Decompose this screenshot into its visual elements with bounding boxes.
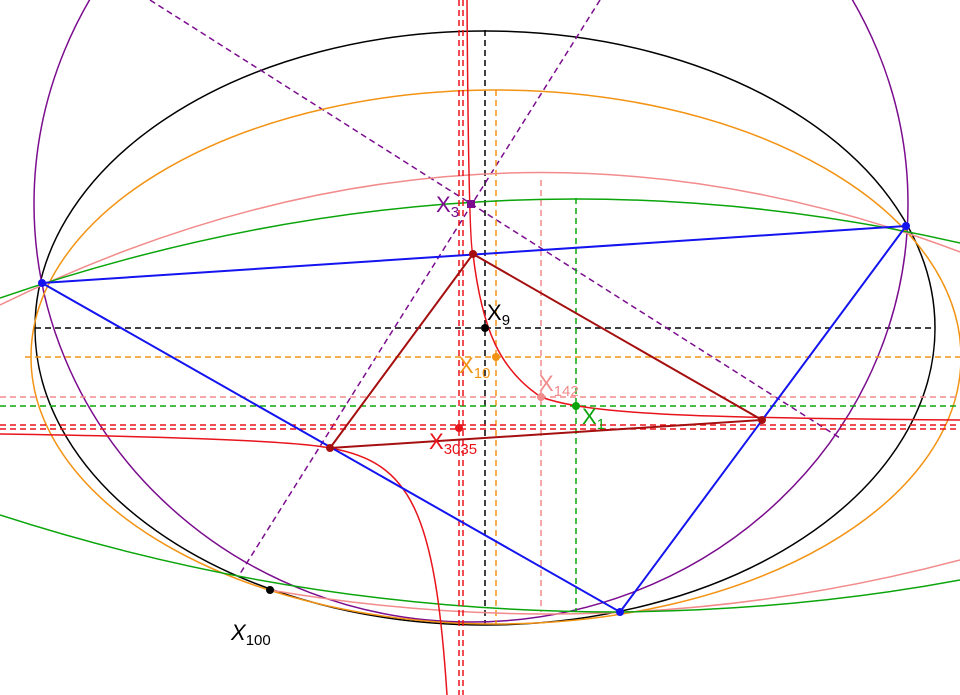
red-hyperbola-upper <box>466 0 960 421</box>
green-conic-lower <box>0 514 960 613</box>
darkred-vertex-right <box>758 416 766 424</box>
x100-point <box>266 586 274 594</box>
darkred-triangle <box>327 252 766 450</box>
pink-conic-lower <box>269 559 960 615</box>
x100-label: X100 <box>230 620 271 649</box>
points <box>38 200 910 616</box>
blue-vertex-bottom <box>616 608 624 616</box>
x1-point <box>572 402 580 410</box>
blue-vertex-right <box>902 222 910 230</box>
x9-label: X9 <box>487 300 510 329</box>
purple-circle <box>33 0 909 623</box>
x3035-label: X3035 <box>429 429 477 458</box>
blue-vertex-left <box>38 279 46 287</box>
x3-point <box>467 200 475 208</box>
x3035-point <box>455 424 463 432</box>
pink-conic <box>0 171 960 306</box>
x3-label: X3 <box>436 192 459 221</box>
x10-point <box>492 353 500 361</box>
x142-label: X142 <box>539 371 579 400</box>
x10-label: X10 <box>459 353 490 382</box>
darkred-vertex-left <box>326 444 334 452</box>
x9-point <box>481 324 489 332</box>
purple-axis-2 <box>237 0 601 578</box>
green-conic <box>0 198 960 299</box>
purple-axis-1 <box>149 0 841 439</box>
red-hyperbola-lower <box>0 433 448 695</box>
x142-point <box>537 393 545 401</box>
x1-label: X1 <box>582 404 605 433</box>
darkred-vertex-top <box>469 250 477 258</box>
